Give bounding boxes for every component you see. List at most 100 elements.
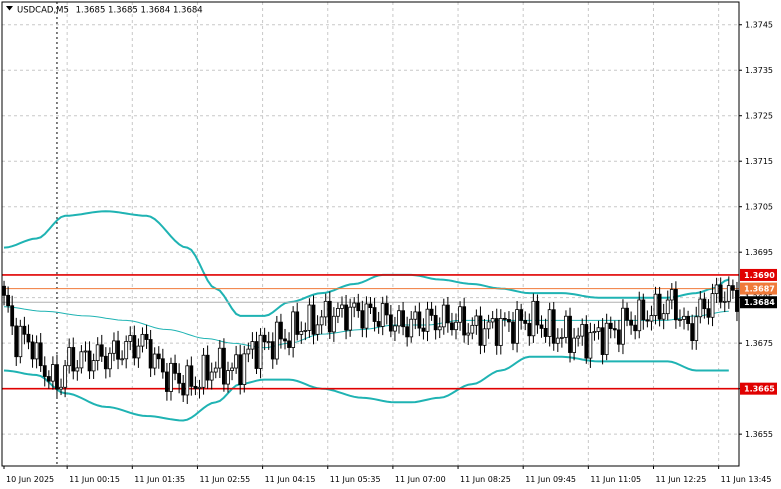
candle-body bbox=[543, 328, 548, 337]
horizontal-levels bbox=[2, 274, 739, 390]
candle-body bbox=[596, 327, 601, 332]
candle-body bbox=[128, 335, 133, 342]
candle-body bbox=[331, 315, 336, 333]
candle-body bbox=[535, 300, 540, 326]
candle-body bbox=[124, 341, 129, 360]
candle-body bbox=[340, 304, 344, 309]
candle-body bbox=[295, 311, 300, 335]
candle-body bbox=[502, 318, 507, 320]
candle-body bbox=[262, 334, 267, 343]
candle-body bbox=[523, 320, 528, 324]
candle-body bbox=[258, 334, 263, 369]
candle-body bbox=[34, 342, 39, 360]
candle-body bbox=[641, 299, 646, 321]
candle-body bbox=[645, 319, 650, 322]
candle-body bbox=[177, 372, 182, 384]
symbol-dropdown-icon[interactable] bbox=[6, 6, 13, 11]
candle-body bbox=[393, 325, 397, 332]
x-tick-label: 11 Jun 02:55 bbox=[199, 475, 250, 484]
candle-body bbox=[478, 315, 483, 346]
candle-body bbox=[10, 305, 15, 327]
x-tick-label: 11 Jun 05:35 bbox=[330, 475, 381, 484]
candle-body bbox=[234, 354, 239, 369]
candle-body bbox=[274, 321, 279, 360]
candle-body bbox=[604, 322, 609, 355]
candle-body bbox=[238, 354, 243, 385]
candle-body bbox=[152, 353, 157, 369]
candle-body bbox=[2, 285, 6, 296]
x-axis-ticks: 10 Jun 2025 11 Jun 00:15 11 Jun 01:35 11 Ju… bbox=[3, 466, 772, 484]
candle-body bbox=[722, 300, 727, 303]
candle-body bbox=[348, 306, 353, 331]
price-tag-box bbox=[740, 296, 777, 309]
candle-body bbox=[710, 293, 715, 318]
candle-body bbox=[38, 342, 43, 367]
candle-body bbox=[364, 303, 369, 329]
candle-body bbox=[112, 340, 116, 354]
candle-body bbox=[580, 324, 585, 337]
candle-body bbox=[283, 338, 287, 342]
candle-body bbox=[303, 330, 308, 332]
x-tick-label: 11 Jun 08:25 bbox=[460, 475, 511, 484]
candle-body bbox=[319, 316, 324, 326]
candle-body bbox=[669, 289, 674, 301]
candle-body bbox=[14, 325, 19, 358]
y-tick-label: 1.3675 bbox=[745, 339, 773, 348]
candle-body bbox=[26, 333, 31, 343]
plot-border bbox=[1, 1, 740, 467]
candle-body bbox=[445, 304, 450, 324]
candle-body bbox=[629, 319, 633, 326]
y-tick-label: 1.3695 bbox=[745, 248, 773, 257]
candle-body bbox=[287, 340, 291, 348]
candle-body bbox=[486, 321, 491, 330]
x-tick-label: 11 Jun 13:45 bbox=[721, 475, 772, 484]
candle-body bbox=[87, 350, 92, 372]
candle-body bbox=[474, 315, 479, 326]
candle-body bbox=[539, 324, 544, 329]
candle-body bbox=[46, 376, 51, 382]
candle-body bbox=[409, 318, 414, 338]
candle-body bbox=[185, 365, 190, 396]
candle-body bbox=[230, 367, 234, 371]
y-tick-label: 1.3655 bbox=[745, 430, 773, 439]
candle-body bbox=[356, 302, 361, 312]
candle-body bbox=[621, 307, 625, 345]
candle-body bbox=[527, 323, 532, 337]
x-tick-label: 11 Jun 07:00 bbox=[395, 475, 446, 484]
price-tag-label: 1.3690 bbox=[744, 271, 775, 280]
candle-body bbox=[352, 302, 357, 308]
candle-body bbox=[165, 371, 169, 392]
candle-body bbox=[551, 309, 556, 344]
candle-body bbox=[665, 299, 670, 315]
candle-body bbox=[108, 352, 112, 370]
candle-body bbox=[344, 304, 348, 331]
x-tick-label: 10 Jun 2025 bbox=[6, 475, 54, 484]
x-tick-label: 11 Jun 00:15 bbox=[69, 475, 120, 484]
candle-body bbox=[140, 333, 145, 347]
candle-body bbox=[250, 341, 255, 350]
candle-body bbox=[213, 367, 218, 373]
candle-body bbox=[99, 344, 104, 357]
candle-body bbox=[625, 307, 629, 321]
candle-body bbox=[682, 315, 686, 320]
candle-body bbox=[279, 321, 283, 340]
candle-body bbox=[726, 285, 731, 302]
upper-band-line bbox=[3, 210, 730, 317]
candle-body bbox=[205, 354, 210, 381]
candle-body bbox=[690, 323, 695, 342]
candle-body bbox=[222, 347, 226, 385]
candle-body bbox=[657, 293, 662, 320]
candle-body bbox=[678, 319, 682, 321]
x-tick-label: 11 Jun 11:05 bbox=[590, 475, 641, 484]
candle-body bbox=[576, 335, 581, 339]
candle-body bbox=[270, 341, 275, 360]
candle-body bbox=[421, 327, 426, 332]
y-tick-label: 1.3735 bbox=[745, 66, 773, 75]
candle-body bbox=[555, 337, 560, 344]
candle-body bbox=[226, 370, 230, 385]
candle-body bbox=[425, 308, 430, 332]
candle-body bbox=[388, 314, 393, 332]
candle-body bbox=[120, 358, 125, 361]
price-candles bbox=[2, 276, 739, 404]
candle-body bbox=[673, 289, 678, 321]
